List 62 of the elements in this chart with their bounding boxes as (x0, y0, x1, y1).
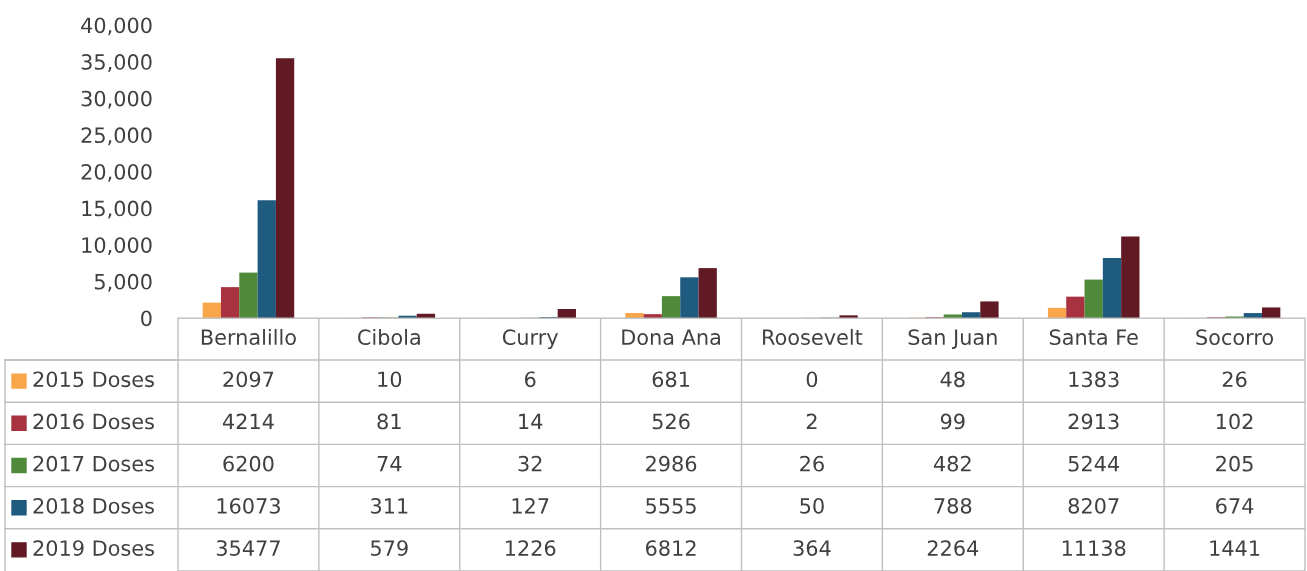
data-label: 1383 (1069, 371, 1119, 388)
data-label: 6812 (646, 540, 696, 556)
data-label: 788 (934, 497, 972, 514)
data-label: 2913 (1068, 413, 1119, 430)
data-label: 81 (377, 413, 401, 430)
data-label: 5555 (646, 498, 696, 514)
data-label: 0 (806, 371, 818, 388)
x-tick-label: Santa Fe (1049, 329, 1138, 346)
data-label: 1226 (505, 540, 556, 556)
data-label: 74 (377, 456, 402, 472)
x-tick-label: Dona Ana (622, 329, 720, 346)
data-label: 48 (940, 371, 965, 388)
x-tick-label: Roosevelt (763, 328, 863, 346)
x-tick-label: San Juan (908, 329, 997, 349)
data-label: 16073 (217, 497, 280, 514)
data-label: 35477 (216, 540, 280, 556)
y-tick-label: 35,000 (81, 54, 152, 72)
data-label: 99 (940, 413, 965, 430)
data-label: 6 (525, 371, 536, 388)
data-label: 674 (1216, 497, 1254, 514)
data-label: 2264 (927, 540, 979, 556)
x-tick-label: Cibola (358, 328, 420, 346)
y-tick-label: 0 (141, 310, 152, 327)
data-label: 364 (793, 540, 831, 556)
legend-label: 2019 Doses (33, 540, 154, 556)
data-label: 2 (806, 413, 817, 430)
data-label: 311 (371, 497, 408, 514)
x-tick-label: Curry (502, 329, 558, 350)
legend-label: 2018 Doses (33, 497, 154, 514)
data-label: 205 (1216, 455, 1253, 472)
legend-label: 2016 Doses (33, 413, 154, 430)
legend-label: 2017 Doses (33, 455, 154, 472)
y-tick-label: 10,000 (82, 237, 152, 256)
data-label: 5244 (1068, 455, 1120, 472)
data-label: 14 (519, 413, 543, 430)
data-label: 102 (1216, 413, 1253, 430)
data-label: 26 (800, 455, 824, 472)
y-tick-label: 20,000 (81, 163, 152, 182)
legend-label: 2015 Doses (33, 371, 154, 388)
data-label: 681 (652, 371, 690, 388)
data-label: 50 (800, 497, 824, 514)
data-label: 26 (1222, 371, 1247, 388)
data-label: 2097 (223, 371, 274, 388)
y-tick-label: 15,000 (82, 200, 152, 219)
data-label: 4214 (222, 413, 274, 430)
y-tick-label: 5,000 (94, 273, 152, 292)
data-label: 11138 (1062, 540, 1126, 556)
data-label: 10 (378, 371, 402, 388)
data-label: 127 (512, 497, 549, 514)
x-tick-label: Socorro (1196, 329, 1274, 346)
y-tick-label: 25,000 (81, 127, 152, 146)
data-label: 526 (652, 413, 690, 430)
data-label: 6200 (223, 455, 274, 472)
y-tick-label: 40,000 (81, 17, 152, 36)
data-label: 32 (518, 455, 542, 472)
data-label: 1441 (1210, 540, 1260, 556)
data-label: 579 (371, 540, 408, 556)
data-label: 2986 (646, 455, 697, 472)
x-tick-label: Bernalillo (201, 328, 296, 346)
data-label: 482 (933, 455, 971, 472)
y-tick-label: 30,000 (81, 90, 152, 109)
data-label: 8207 (1068, 497, 1119, 514)
